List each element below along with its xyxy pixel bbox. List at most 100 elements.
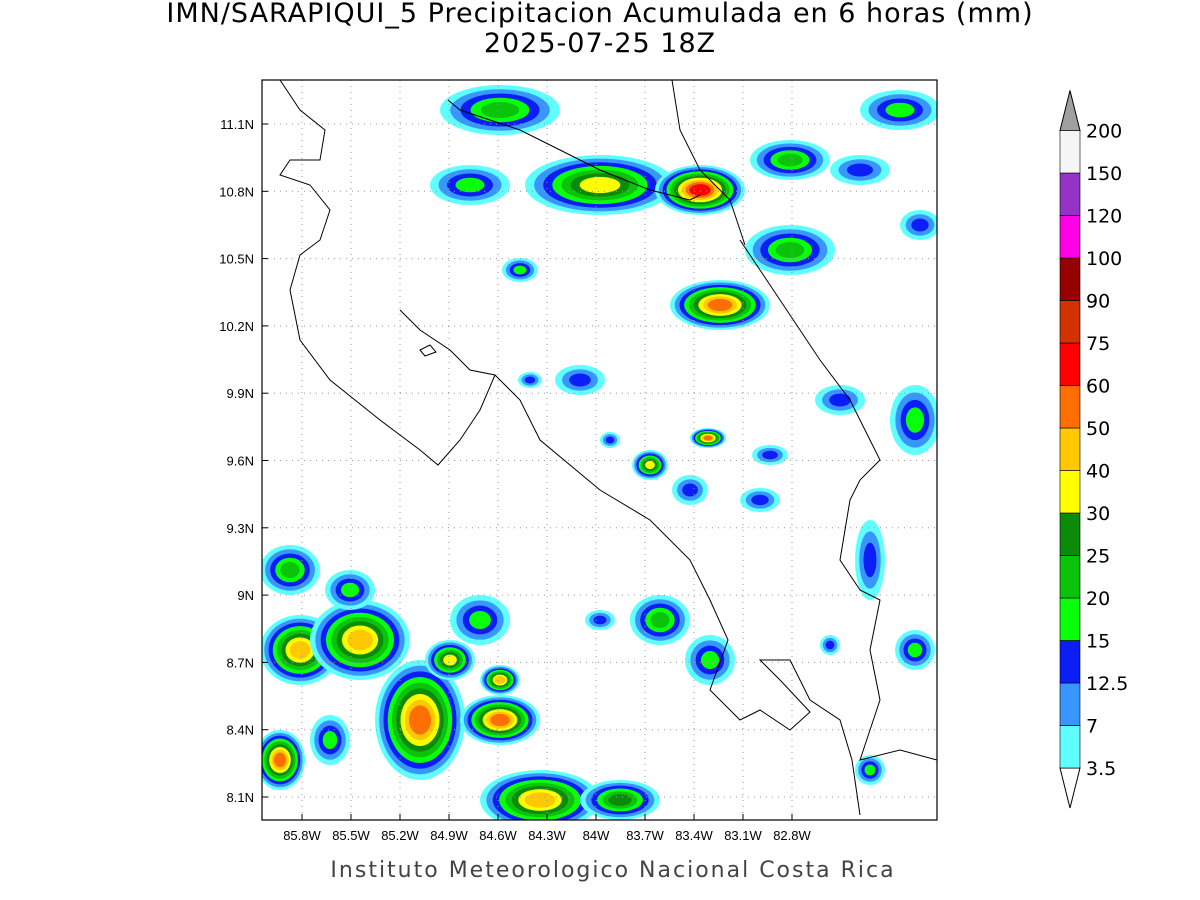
lon-label: 84.9W xyxy=(430,828,468,843)
rain-cell xyxy=(650,612,670,628)
rain-cell xyxy=(689,184,711,196)
colorbar-label: 50 xyxy=(1086,418,1110,440)
island xyxy=(419,344,437,357)
lat-label: 10.8N xyxy=(219,184,254,199)
colorbar-segment xyxy=(1059,470,1081,514)
colorbar-label: 12.5 xyxy=(1086,673,1128,695)
colorbar-segment xyxy=(1059,172,1081,216)
lon-label: 84.3W xyxy=(528,828,566,843)
rain-cell xyxy=(280,562,300,578)
lat-label: 9.6N xyxy=(227,454,254,469)
pacific-coast xyxy=(279,80,496,466)
rain-cell xyxy=(825,640,835,650)
colorbar-segment xyxy=(1059,215,1081,259)
rain-cell xyxy=(273,752,287,768)
rain-cell xyxy=(289,641,311,659)
rain-cell xyxy=(905,407,925,433)
lon-label: 83.7W xyxy=(626,828,664,843)
coastlines xyxy=(279,80,937,816)
colorbar-segment xyxy=(1059,130,1081,174)
rain-cell xyxy=(579,176,621,194)
lon-label: 83.4W xyxy=(675,828,713,843)
colorbar-label: 3.5 xyxy=(1086,758,1116,780)
lat-label: 8.1N xyxy=(227,790,254,805)
colorbar-label: 30 xyxy=(1086,503,1110,525)
lon-label: 84.6W xyxy=(479,828,517,843)
rain-cell xyxy=(682,483,698,497)
colorbar-segment xyxy=(1059,342,1081,386)
rain-cell xyxy=(645,460,655,470)
border xyxy=(671,80,746,246)
rain-cell xyxy=(751,494,769,506)
rain-cell xyxy=(829,393,851,407)
rain-cell xyxy=(707,298,733,312)
colorbar-under xyxy=(1059,767,1081,809)
colorbar-label: 90 xyxy=(1086,291,1110,313)
colorbar-segment xyxy=(1059,257,1081,301)
rain-cell xyxy=(885,102,915,118)
rain-cell xyxy=(700,650,720,670)
rain-cell xyxy=(593,615,607,625)
colorbar-label: 15 xyxy=(1086,631,1110,653)
colorbar-segment xyxy=(1059,640,1081,684)
colorbar-label: 120 xyxy=(1086,206,1122,228)
border xyxy=(447,99,701,201)
lat-label: 8.7N xyxy=(227,655,254,670)
lon-label: 85.8W xyxy=(283,828,321,843)
rain-cell xyxy=(469,610,491,630)
rain-cell xyxy=(524,792,556,808)
lon-label: 85.5W xyxy=(332,828,370,843)
colorbar: 3.5 7 12.5 15 20 25 30 40 50 60 75 90 100 120 150 200 xyxy=(1059,90,1128,809)
rain-cell xyxy=(847,163,873,177)
colorbar-label: 20 xyxy=(1086,588,1110,610)
rain-cell xyxy=(409,705,431,735)
rain-cell xyxy=(864,764,876,776)
lat-label: 9.9N xyxy=(227,386,254,401)
colorbar-segment xyxy=(1059,512,1081,556)
caribbean-coast xyxy=(739,239,937,761)
colorbar-segment xyxy=(1059,597,1081,641)
rain-cell xyxy=(490,713,510,727)
colorbar-label: 7 xyxy=(1086,716,1098,738)
rain-cell xyxy=(340,582,360,598)
rain-cell xyxy=(513,265,527,275)
lat-label: 11.1N xyxy=(220,117,254,132)
colorbar-segment xyxy=(1059,385,1081,429)
rain-cell xyxy=(347,629,373,651)
rain-cell xyxy=(569,373,591,387)
lat-label: 9.3N xyxy=(227,521,254,536)
colorbar-segment xyxy=(1059,427,1081,471)
colorbar-label: 200 xyxy=(1086,121,1122,143)
colorbar-segment xyxy=(1059,555,1081,599)
lat-label: 10.2N xyxy=(219,319,254,334)
rain-cell xyxy=(455,177,485,193)
rain-cell xyxy=(605,436,615,444)
lat-label: 8.4N xyxy=(227,723,254,738)
rain-cell xyxy=(480,102,520,118)
rain-cell xyxy=(524,376,536,384)
lon-label: 85.2W xyxy=(381,828,419,843)
lon-label: 82.8W xyxy=(773,828,811,843)
map-frame xyxy=(261,79,938,821)
colorbar-over xyxy=(1059,90,1081,131)
grid: 11.1N 10.8N 10.5N 10.2N 9.9N 9.6N 9.3N 9N 8.7N 8.… xyxy=(219,80,937,843)
rain-cell xyxy=(443,654,457,666)
colorbar-label: 100 xyxy=(1086,248,1122,270)
rain-cell xyxy=(703,435,713,441)
rain-cell xyxy=(777,153,803,167)
colorbar-label: 40 xyxy=(1086,461,1110,483)
colorbar-segment xyxy=(1059,682,1081,726)
colorbar-label: 25 xyxy=(1086,546,1110,568)
rain-cell xyxy=(494,676,506,684)
colorbar-label: 150 xyxy=(1086,163,1122,185)
lon-label: 84W xyxy=(583,828,610,843)
rain-cell xyxy=(608,794,632,806)
rain-cell xyxy=(911,218,929,232)
colorbar-segment xyxy=(1059,725,1081,769)
colorbar-label: 75 xyxy=(1086,333,1110,355)
gulf-coast xyxy=(399,309,861,816)
precipitation-field xyxy=(262,85,937,820)
lat-label: 10.5N xyxy=(219,252,254,267)
rain-cell xyxy=(322,730,338,750)
lon-label: 83.1W xyxy=(724,828,762,843)
